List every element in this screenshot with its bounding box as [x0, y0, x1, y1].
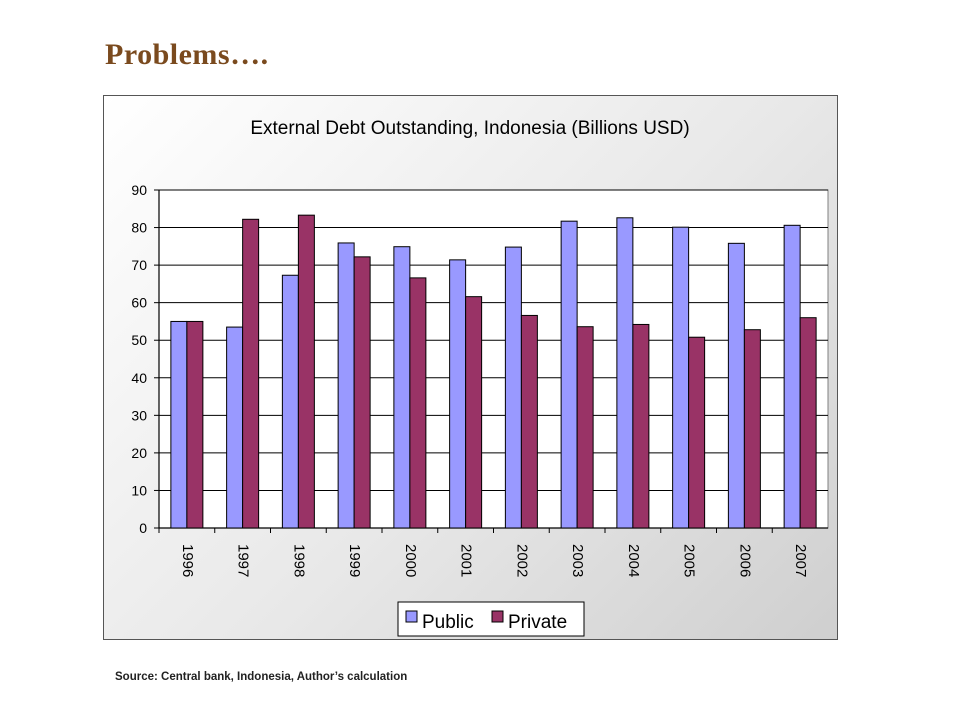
- legend: [397, 601, 585, 637]
- x-tick-label: 2002: [513, 544, 530, 577]
- chart-frame: External Debt Outstanding, Indonesia (Bi…: [103, 95, 838, 640]
- x-tick-label: 2006: [736, 544, 753, 577]
- slide-title: Problems….: [105, 38, 269, 71]
- bar-public-2007: [783, 224, 801, 529]
- bar-private-1997: [242, 218, 260, 529]
- x-tick-label: 2001: [458, 544, 475, 577]
- bar-public-2000: [393, 246, 411, 529]
- y-tick-label: 40: [131, 370, 147, 386]
- bar-public-2001: [449, 259, 467, 529]
- bar-chart: External Debt Outstanding, Indonesia (Bi…: [131, 118, 829, 637]
- y-tick-label: 90: [131, 182, 147, 198]
- bar-public-2003: [560, 220, 578, 529]
- source-note: Source: Central bank, Indonesia, Author’…: [115, 671, 408, 683]
- y-tick-label: 80: [131, 220, 147, 236]
- bar-public-1999: [337, 242, 355, 529]
- y-tick-label: 20: [131, 445, 147, 461]
- bar-public-2005: [672, 226, 690, 529]
- bar-public-2006: [727, 242, 745, 529]
- legend-label-public: Public: [422, 612, 474, 633]
- x-tick-label: 2000: [402, 544, 419, 577]
- x-tick-label: 2003: [569, 544, 586, 577]
- x-tick-label: 1999: [346, 544, 363, 577]
- bar-private-2001: [465, 296, 483, 529]
- x-tick-label: 2004: [625, 544, 642, 577]
- bar-public-2002: [504, 246, 522, 529]
- chart-title: External Debt Outstanding, Indonesia (Bi…: [250, 118, 689, 139]
- bar-private-2003: [576, 326, 594, 529]
- y-tick-label: 70: [131, 257, 147, 273]
- x-tick-label: 1997: [235, 544, 252, 577]
- y-tick-label: 30: [131, 407, 147, 423]
- bar-private-2000: [409, 277, 427, 529]
- y-tick-label: 50: [131, 332, 147, 348]
- plot-area: [158, 189, 829, 529]
- bar-private-2006: [743, 329, 761, 529]
- y-tick-label: 0: [139, 520, 147, 536]
- bar-public-1998: [281, 274, 299, 529]
- bar-public-1996: [170, 320, 188, 529]
- bar-private-2005: [688, 336, 706, 529]
- bar-private-1999: [353, 256, 371, 529]
- bar-public-2004: [616, 217, 634, 529]
- bar-private-2004: [632, 323, 650, 529]
- bar-private-1998: [297, 214, 315, 529]
- y-tick-label: 60: [131, 295, 147, 311]
- bar-public-1997: [226, 326, 244, 529]
- x-tick-label: 1996: [179, 544, 196, 577]
- x-tick-label: 2007: [792, 544, 809, 577]
- x-tick-label: 2005: [681, 544, 698, 577]
- legend-label-private: Private: [508, 612, 567, 633]
- bar-private-2007: [799, 317, 817, 529]
- y-tick-label: 10: [131, 482, 147, 498]
- x-tick-label: 1998: [290, 544, 307, 577]
- bar-private-2002: [520, 314, 538, 529]
- legend-swatch-public: [405, 610, 418, 623]
- legend-swatch-private: [491, 610, 504, 623]
- bar-private-1996: [186, 320, 204, 529]
